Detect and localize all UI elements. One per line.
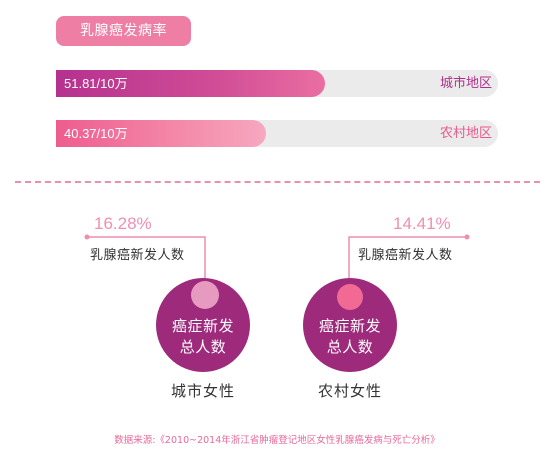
data-source: 数据来源:《2010~2014年浙江省肿瘤登记地区女性乳腺癌发病与死亡分析》: [114, 435, 440, 446]
percent-urban: 16.28%: [94, 214, 152, 233]
bar-urban: 51.81/10万: [56, 70, 325, 97]
connector-line-urban: [87, 236, 206, 280]
circle-text-urban-line2: 总人数: [179, 338, 227, 356]
bar-value-urban: 51.81/10万: [64, 76, 128, 91]
bar-label-urban: 城市地区: [439, 76, 492, 91]
share-marker-dot-urban: [191, 281, 219, 309]
share-marker-rural: [337, 284, 363, 310]
percent-rural: 14.41%: [393, 214, 451, 233]
circle-text-urban: 癌症新发 总人数: [156, 316, 250, 358]
section-divider: [15, 181, 540, 183]
bar-value-rural: 40.37/10万: [64, 126, 128, 141]
circle-text-rural-line2: 总人数: [326, 338, 374, 356]
connector-line-rural: [348, 236, 467, 282]
bar-label-rural: 农村地区: [439, 126, 492, 141]
sublabel-urban: 乳腺癌新发人数: [90, 248, 185, 263]
circle-text-rural-line1: 癌症新发: [318, 317, 381, 335]
share-marker-dot-rural: [337, 284, 363, 310]
group-name-urban: 城市女性: [170, 382, 235, 400]
circle-text-rural: 癌症新发 总人数: [303, 316, 397, 358]
sublabel-rural: 乳腺癌新发人数: [358, 248, 453, 263]
circle-text-urban-line1: 癌症新发: [171, 317, 234, 335]
bar-rural: 40.37/10万: [56, 120, 266, 147]
group-name-rural: 农村女性: [317, 382, 382, 400]
chart-title: 乳腺癌发病率: [56, 16, 191, 46]
share-marker-urban: [191, 281, 219, 309]
